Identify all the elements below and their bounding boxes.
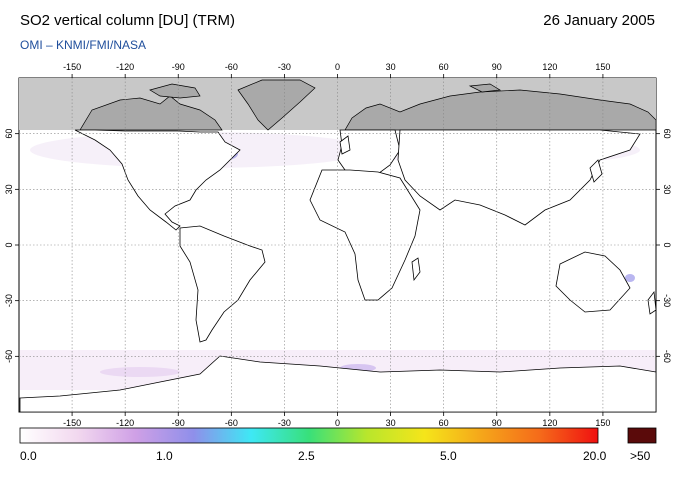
lon-tick-label-top: 150	[595, 62, 610, 72]
lon-tick-label-bottom: -120	[116, 418, 134, 428]
lon-tick-label-top: -90	[172, 62, 185, 72]
lat-tick-label-right: 60	[662, 129, 672, 139]
lon-tick-label-top: -60	[225, 62, 238, 72]
colorbar-label-1: 1.0	[156, 449, 173, 463]
polar-land-eurasia	[344, 89, 656, 131]
lon-tick-label-bottom: 30	[386, 418, 396, 428]
colorbar-gradient	[19, 427, 599, 444]
axis-ticks: -150 -150 -120 -120 -90 -90 -60 -60 -30 -30 0 0 30 30…	[4, 62, 672, 428]
lon-tick-label-bottom: 60	[439, 418, 449, 428]
lat-tick-label-right: -60	[662, 350, 672, 363]
lon-tick-label-bottom: -60	[225, 418, 238, 428]
south-america-outline	[179, 225, 266, 343]
japan-outline	[589, 159, 603, 183]
lon-tick-label-bottom: 90	[492, 418, 502, 428]
lat-tick-label-right: 30	[662, 184, 672, 194]
polar-land-arctic-islands	[149, 83, 201, 99]
lon-tick-label-bottom: 150	[595, 418, 610, 428]
lon-tick-label-top: -30	[278, 62, 291, 72]
lat-tick-label-right: 0	[662, 242, 672, 247]
lon-tick-label-top: -120	[116, 62, 134, 72]
lat-tick-label-left: -60	[4, 350, 14, 363]
so2-spot-antarctic	[100, 367, 180, 377]
africa-outline	[309, 169, 421, 301]
colorbar	[19, 427, 657, 444]
map-title: SO2 vertical column [DU] (TRM)	[20, 12, 236, 29]
colorbar-overflow-swatch	[627, 427, 657, 444]
lat-tick-label-left: 30	[4, 184, 14, 194]
gridlines	[19, 78, 656, 412]
asia-outline	[397, 129, 641, 226]
lon-tick-label-bottom: -90	[172, 418, 185, 428]
lon-tick-label-top: 30	[386, 62, 396, 72]
map-date: 26 January 2005	[543, 12, 655, 29]
lon-tick-label-top: 120	[542, 62, 557, 72]
colorbar-label-5: >50	[630, 449, 651, 463]
lon-tick-label-bottom: 0	[335, 418, 340, 428]
map-subtitle: OMI – KNMI/FMI/NASA	[20, 38, 147, 52]
lon-tick-label-bottom: -30	[278, 418, 291, 428]
lon-tick-label-bottom: 120	[542, 418, 557, 428]
colorbar-label-3: 5.0	[440, 449, 457, 463]
lon-tick-label-top: -150	[63, 62, 81, 72]
colorbar-label-0: 0.0	[20, 449, 37, 463]
australia-outline	[555, 251, 631, 313]
colorbar-label-4: 20.0	[583, 449, 607, 463]
madagascar-outline	[411, 257, 421, 282]
lat-tick-label-right: -30	[662, 294, 672, 307]
so2-spot-australia	[625, 274, 635, 282]
lon-tick-label-top: 60	[439, 62, 449, 72]
lon-tick-label-top: 0	[335, 62, 340, 72]
lon-tick-label-bottom: -150	[63, 418, 81, 428]
colorbar-label-2: 2.5	[298, 449, 315, 463]
north-america-outline	[74, 129, 241, 231]
lat-tick-label-left: 0	[4, 242, 14, 247]
polar-land-greenland	[237, 79, 316, 131]
lat-tick-label-left: 60	[4, 129, 14, 139]
polar-land-siberian-islands	[468, 83, 502, 93]
lon-tick-label-top: 90	[492, 62, 502, 72]
lat-tick-label-left: -30	[4, 294, 14, 307]
new-zealand-outline	[647, 290, 656, 315]
uk-outline	[339, 135, 351, 155]
